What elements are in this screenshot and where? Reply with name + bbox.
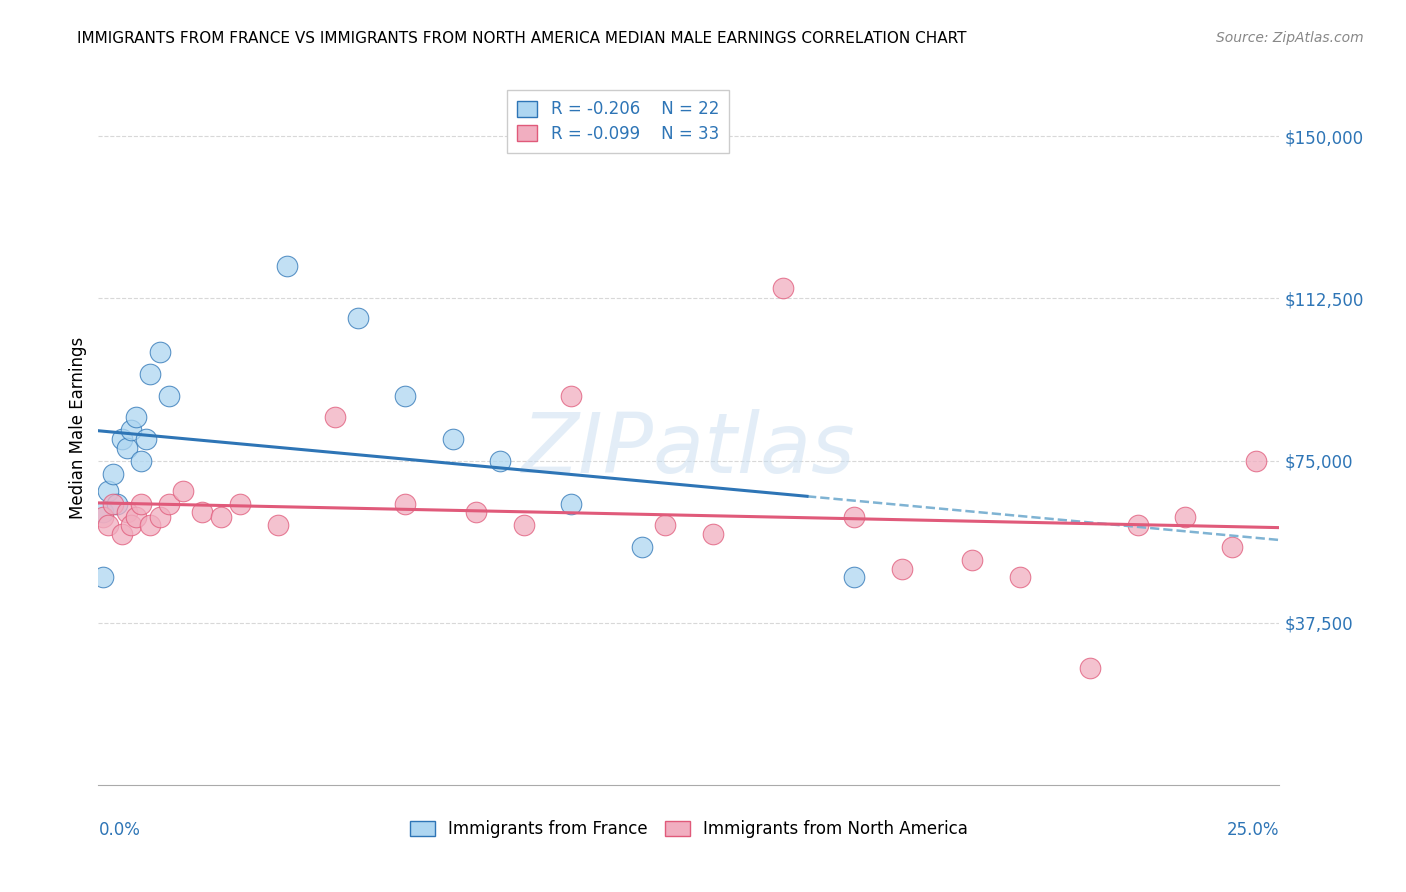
Point [844,570,866,584]
Text: 0.0%: 0.0% [98,821,141,838]
Point [115,506,138,520]
Point [91,570,114,584]
Legend: R = -0.206    N = 22, R = -0.099    N = 33: R = -0.206 N = 22, R = -0.099 N = 33 [508,90,728,153]
Point [267,518,290,533]
Point [149,509,172,524]
Point [125,410,148,425]
Point [962,553,984,567]
Point [844,509,866,524]
Y-axis label: Median Male Earnings: Median Male Earnings [69,337,87,519]
Point [97,518,120,533]
Point [560,497,582,511]
Point [91,506,114,520]
Point [394,497,416,511]
Point [97,483,120,498]
Point [323,410,346,425]
Point [101,467,124,481]
Point [121,518,143,533]
Point [702,527,724,541]
Point [890,562,912,576]
Point [276,259,298,273]
Point [157,389,180,403]
Point [157,497,180,511]
Point [630,540,652,554]
Point [441,432,464,446]
Point [129,497,152,511]
Point [654,518,676,533]
Point [139,367,162,381]
Point [512,518,534,533]
Point [111,432,134,446]
Point [347,310,370,325]
Point [129,453,152,467]
Text: 25.0%: 25.0% [1227,821,1279,838]
Point [111,527,134,541]
Text: ZIPatlas: ZIPatlas [522,409,856,490]
Point [139,518,162,533]
Point [105,497,128,511]
Point [1174,509,1197,524]
Point [394,389,416,403]
Point [91,509,114,524]
Point [465,506,488,520]
Point [1080,661,1102,675]
Point [1126,518,1149,533]
Text: IMMIGRANTS FROM FRANCE VS IMMIGRANTS FROM NORTH AMERICA MEDIAN MALE EARNINGS COR: IMMIGRANTS FROM FRANCE VS IMMIGRANTS FRO… [77,31,967,46]
Point [1008,570,1031,584]
Point [135,432,157,446]
Point [489,453,512,467]
Point [115,441,138,455]
Point [101,497,124,511]
Point [172,483,194,498]
Point [125,509,148,524]
Point [560,389,582,403]
Text: Source: ZipAtlas.com: Source: ZipAtlas.com [1216,31,1364,45]
Point [229,497,252,511]
Point [1220,540,1243,554]
Point [1244,453,1267,467]
Point [772,280,794,294]
Point [191,506,214,520]
Point [209,509,232,524]
Point [149,345,172,359]
Point [121,423,143,437]
